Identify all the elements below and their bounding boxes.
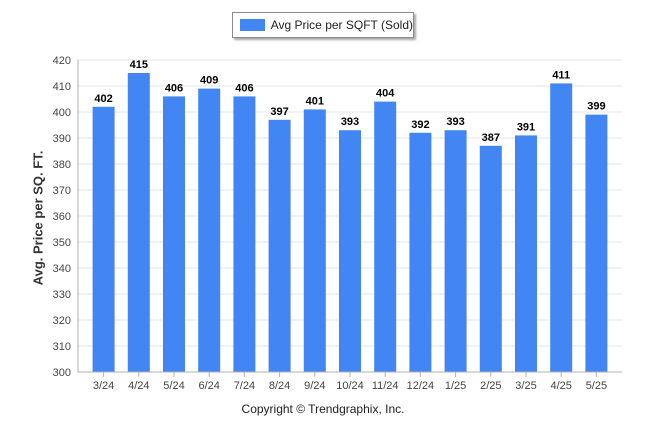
bar-value-label: 404 bbox=[376, 88, 395, 100]
x-tick-label: 3/25 bbox=[515, 380, 536, 392]
y-tick-label: 370 bbox=[53, 185, 71, 197]
bar-value-label: 409 bbox=[200, 75, 218, 87]
bar-value-label: 401 bbox=[306, 95, 324, 107]
bar bbox=[444, 130, 467, 372]
bar bbox=[198, 88, 221, 372]
y-tick-label: 350 bbox=[53, 237, 71, 249]
bar-value-label: 393 bbox=[446, 116, 464, 128]
bar-value-label: 406 bbox=[165, 82, 183, 94]
legend-label: Avg Price per SQFT (Sold) bbox=[270, 18, 413, 32]
x-tick-label: 5/25 bbox=[586, 380, 607, 392]
bar bbox=[339, 130, 361, 372]
y-tick-label: 340 bbox=[53, 263, 71, 275]
x-tick-label: 1/25 bbox=[445, 380, 466, 392]
x-tick-label: 11/24 bbox=[372, 380, 399, 392]
bar-value-label: 399 bbox=[587, 101, 605, 113]
y-tick-label: 380 bbox=[53, 159, 71, 171]
bar bbox=[92, 106, 115, 373]
x-tick-label: 3/24 bbox=[93, 380, 114, 392]
y-tick-label: 320 bbox=[53, 315, 71, 327]
bar bbox=[127, 73, 150, 372]
bar bbox=[303, 109, 326, 373]
y-tick-label: 310 bbox=[53, 341, 71, 353]
bar bbox=[374, 101, 397, 372]
bar-value-label: 393 bbox=[341, 116, 359, 128]
x-tick-label: 12/24 bbox=[407, 380, 435, 392]
y-tick-label: 360 bbox=[53, 211, 71, 223]
bar bbox=[268, 119, 291, 372]
bar bbox=[479, 145, 502, 372]
bar bbox=[585, 114, 608, 372]
bar-value-label: 397 bbox=[270, 106, 288, 118]
y-tick-label: 330 bbox=[53, 289, 71, 301]
bar bbox=[409, 132, 432, 372]
y-axis-title: Avg. Price per SQ. FT. bbox=[30, 150, 46, 286]
legend-swatch bbox=[240, 19, 265, 31]
copyright-text: Copyright © Trendgraphix, Inc. bbox=[241, 402, 405, 416]
y-tick-label: 410 bbox=[53, 81, 71, 93]
x-tick-label: 7/24 bbox=[234, 380, 255, 392]
x-tick-label: 4/24 bbox=[128, 380, 149, 392]
bar bbox=[515, 135, 537, 372]
bar bbox=[550, 83, 573, 373]
x-tick-label: 8/24 bbox=[269, 380, 290, 392]
y-tick-label: 420 bbox=[53, 55, 71, 67]
bar bbox=[233, 96, 256, 373]
x-tick-label: 5/24 bbox=[163, 380, 184, 392]
bar bbox=[163, 96, 185, 373]
bar-value-label: 387 bbox=[482, 132, 500, 144]
bar-value-label: 415 bbox=[130, 59, 148, 71]
bar-value-label: 406 bbox=[235, 82, 253, 94]
x-tick-label: 10/24 bbox=[336, 380, 364, 392]
legend: Avg Price per SQFT (Sold) bbox=[232, 12, 414, 38]
x-tick-label: 4/25 bbox=[550, 380, 571, 392]
y-tick-label: 400 bbox=[53, 107, 71, 119]
x-tick-label: 2/25 bbox=[480, 380, 501, 392]
y-tick-label: 300 bbox=[53, 367, 71, 379]
bar-value-label: 392 bbox=[411, 119, 429, 131]
bar-value-label: 402 bbox=[94, 93, 112, 105]
bar-value-label: 391 bbox=[517, 121, 535, 133]
x-tick-label: 9/24 bbox=[304, 380, 325, 392]
x-tick-label: 6/24 bbox=[198, 380, 219, 392]
y-tick-label: 390 bbox=[53, 133, 71, 145]
bar-value-label: 411 bbox=[552, 69, 570, 81]
